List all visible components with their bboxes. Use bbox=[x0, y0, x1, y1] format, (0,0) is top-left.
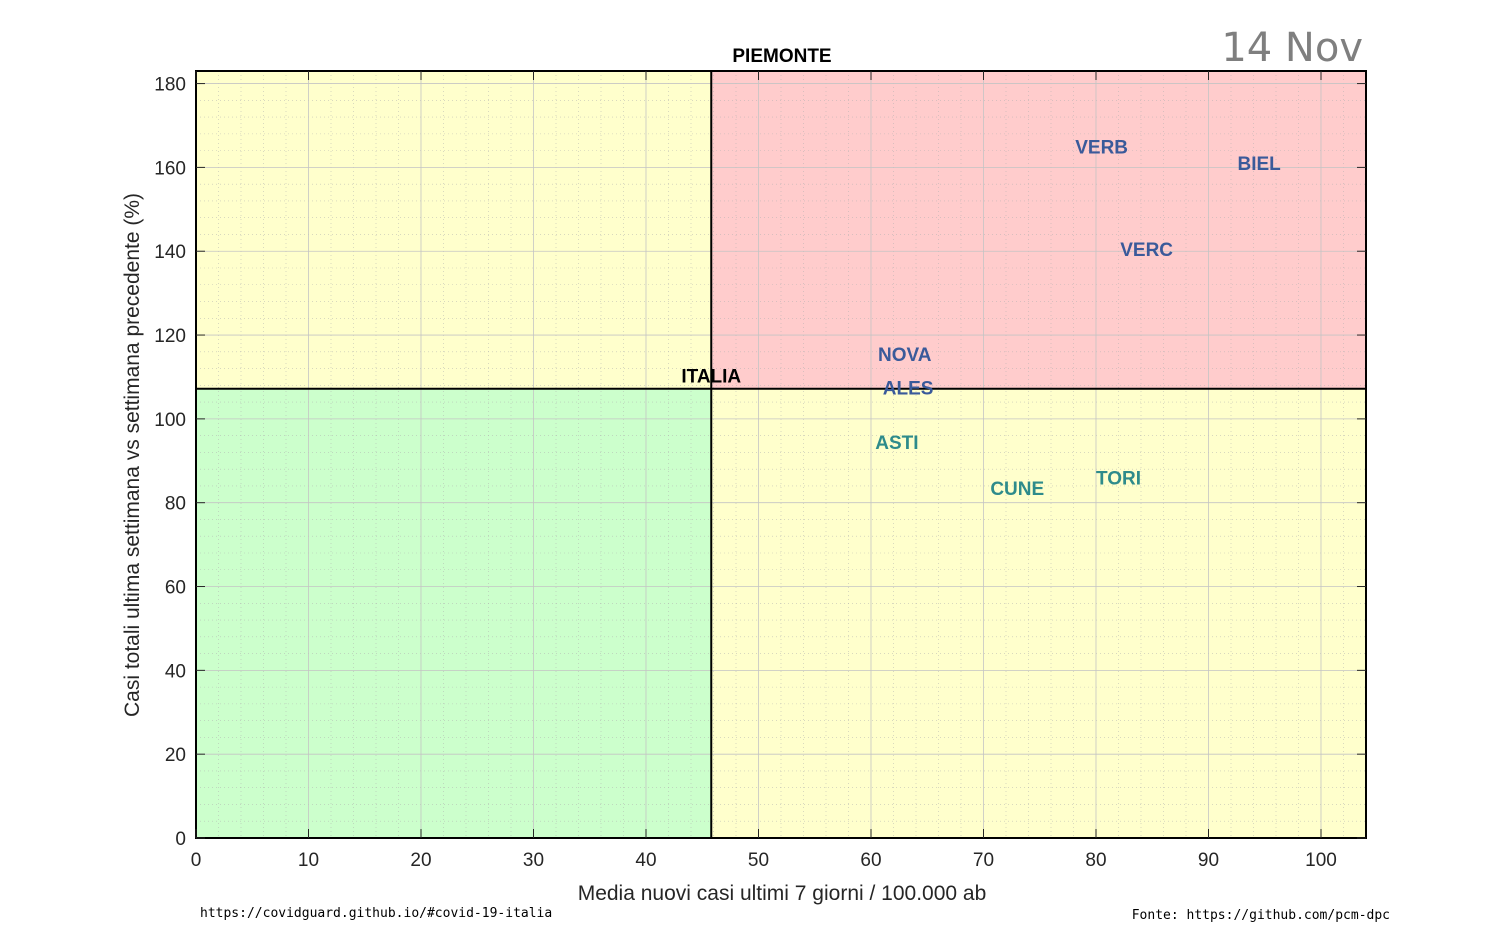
x-tick-label: 60 bbox=[860, 850, 881, 871]
data-point-label: CUNE bbox=[990, 479, 1044, 500]
x-tick-label: 0 bbox=[191, 850, 202, 871]
x-tick-label: 70 bbox=[973, 850, 994, 871]
x-tick-label: 20 bbox=[410, 850, 431, 871]
x-tick-label: 100 bbox=[1305, 850, 1337, 871]
y-tick-label: 160 bbox=[154, 158, 186, 179]
y-axis-label: Casi totali ultima settimana vs settiman… bbox=[121, 193, 144, 717]
y-tick-label: 140 bbox=[154, 242, 186, 263]
y-tick-label: 100 bbox=[154, 410, 186, 431]
footer-source-left: https://covidguard.github.io/#covid-19-i… bbox=[200, 906, 552, 921]
x-tick-label: 10 bbox=[298, 850, 319, 871]
zone-bottom-left bbox=[196, 388, 712, 838]
x-tick-label: 40 bbox=[635, 850, 656, 871]
y-tick-label: 0 bbox=[175, 829, 186, 850]
data-point-label: BIEL bbox=[1237, 154, 1281, 175]
x-tick-label: 30 bbox=[523, 850, 544, 871]
y-tick-label: 20 bbox=[165, 745, 186, 766]
zone-top-right bbox=[711, 71, 1366, 389]
y-tick-label: 60 bbox=[165, 578, 186, 599]
chart-title: PIEMONTE bbox=[732, 46, 831, 67]
zone-bottom-right bbox=[711, 388, 1366, 838]
y-tick-label: 180 bbox=[154, 75, 186, 96]
data-point-label: ALES bbox=[883, 378, 934, 399]
data-point-label: VERB bbox=[1075, 137, 1128, 158]
y-tick-label: 120 bbox=[154, 326, 186, 347]
x-tick-label: 50 bbox=[748, 850, 769, 871]
x-tick-label: 80 bbox=[1085, 850, 1106, 871]
data-point-label: ASTI bbox=[875, 433, 918, 454]
data-point-label: NOVA bbox=[878, 345, 932, 366]
reference-label: ITALIA bbox=[681, 367, 741, 388]
y-tick-label: 80 bbox=[165, 494, 186, 515]
zone-top-left bbox=[196, 71, 712, 389]
date-label: 14 Nov bbox=[1221, 25, 1363, 71]
data-point-label: TORI bbox=[1096, 469, 1141, 490]
footer-source-right: Fonte: https://github.com/pcm-dpc bbox=[1132, 908, 1390, 923]
x-axis-label: Media nuovi casi ultimi 7 giorni / 100.0… bbox=[578, 882, 987, 905]
x-tick-label: 90 bbox=[1198, 850, 1219, 871]
plot-frame bbox=[195, 70, 1367, 839]
data-point-label: VERC bbox=[1120, 240, 1173, 261]
y-tick-label: 40 bbox=[165, 661, 186, 682]
